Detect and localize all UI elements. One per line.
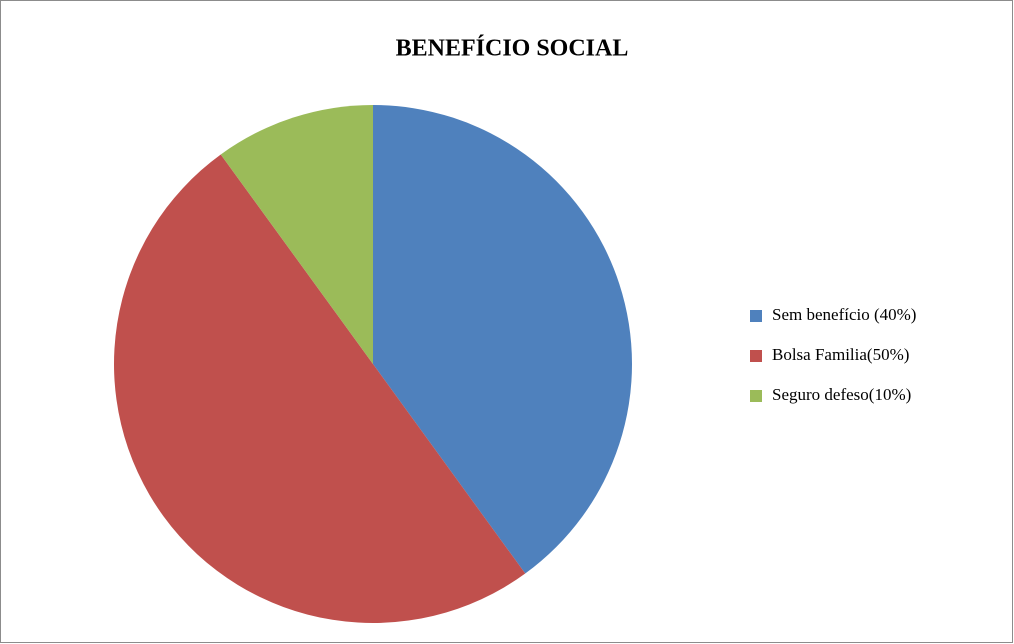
legend-swatch (750, 350, 762, 362)
pie-slice (373, 105, 633, 574)
legend-swatch (750, 310, 762, 322)
legend-label: Sem benefício (40%) (772, 305, 916, 324)
pie-slice (220, 105, 373, 364)
chart-title: BENEFÍCIO SOCIAL (396, 36, 629, 62)
legend-label: Seguro defeso(10%) (772, 385, 911, 404)
pie-slice (114, 154, 526, 623)
legend-label: Bolsa Familia(50%) (772, 345, 909, 364)
legend-swatch (750, 390, 762, 402)
